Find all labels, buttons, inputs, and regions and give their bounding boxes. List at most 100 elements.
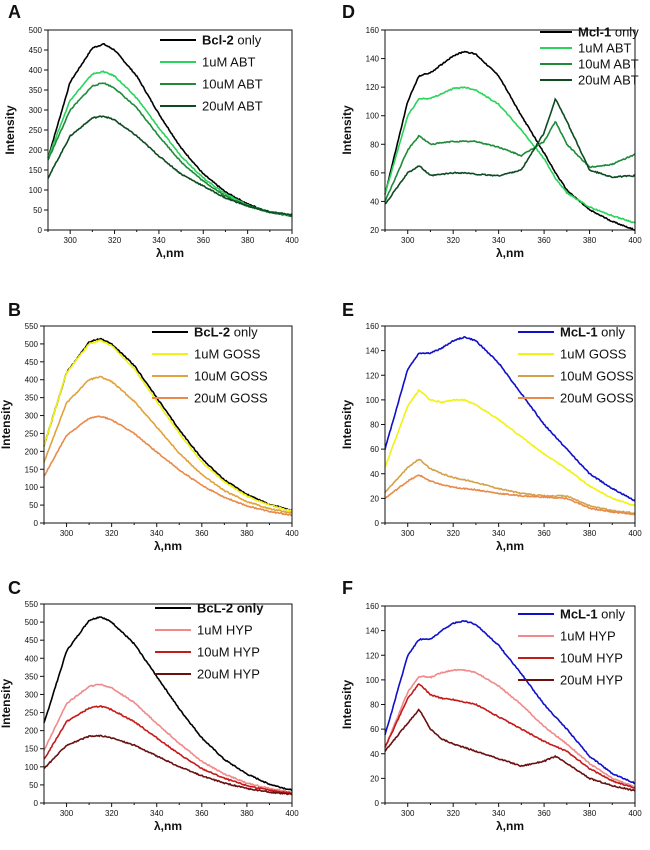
- y-tick-label: 450: [25, 636, 39, 645]
- series-line: [384, 97, 636, 205]
- series-line: [43, 734, 293, 796]
- legend-entry-rest: 10uM ABT: [578, 57, 639, 72]
- legend-entry-rest: 10uM HYP: [560, 651, 623, 666]
- x-tick-label: 400: [285, 236, 299, 245]
- legend-entry-rest: 10uM HYP: [197, 645, 260, 660]
- y-tick-label: 300: [25, 690, 39, 699]
- y-tick-label: 140: [366, 627, 380, 636]
- x-tick-label: 360: [537, 236, 551, 245]
- legend-entry: 20uM ABT: [578, 73, 639, 88]
- y-tick-label: 120: [366, 371, 380, 380]
- legend-entry-rest: 10uM GOSS: [194, 369, 268, 384]
- legend-entry: 1uM GOSS: [560, 347, 627, 362]
- panel-letter: B: [8, 300, 21, 320]
- legend-entry-rest: 20uM ABT: [578, 73, 639, 88]
- x-axis-title: λ,nm: [154, 819, 182, 833]
- legend-entry-rest: only: [598, 325, 626, 340]
- panel-c: C 300 320 340 360 380 400 0 50 100 150 200 250 300 350…: [0, 578, 299, 833]
- y-tick-label: 400: [25, 654, 39, 663]
- x-tick-label: 300: [60, 529, 74, 538]
- y-axis-title: Intensity: [340, 105, 354, 155]
- legend: BcL-2 only 1uM HYP 10uM HYP 20uM HYP: [155, 601, 264, 682]
- x-tick-label: 340: [152, 236, 166, 245]
- legend: BcL-2 only 1uM GOSS 10uM GOSS 20uM GOSS: [152, 325, 268, 406]
- legend-entry: 1uM ABT: [202, 55, 256, 70]
- legend-entry: 1uM ABT: [578, 41, 632, 56]
- y-tick-label: 120: [366, 83, 380, 92]
- y-axis-title: Intensity: [0, 679, 13, 729]
- x-tick-label: 400: [285, 529, 299, 538]
- series-line: [384, 683, 636, 789]
- x-tick-label: 320: [447, 809, 461, 818]
- y-tick-label: 50: [29, 781, 38, 790]
- legend-entry: 10uM ABT: [202, 77, 263, 92]
- x-tick-label: 400: [628, 809, 642, 818]
- series-line: [384, 458, 636, 515]
- legend-entry-bold: McL-1: [560, 607, 598, 622]
- legend-entry-rest: 10uM GOSS: [560, 369, 634, 384]
- x-tick-label: 360: [197, 236, 211, 245]
- x-axis-title: λ,nm: [154, 539, 182, 553]
- y-tick-label: 0: [34, 799, 39, 808]
- series-line: [384, 335, 636, 502]
- panel-letter: A: [8, 2, 21, 22]
- x-tick-label: 300: [401, 236, 415, 245]
- legend-entry-bold: Mcl-1: [578, 25, 611, 40]
- y-tick-label: 0: [375, 799, 380, 808]
- y-tick-label: 40: [370, 750, 379, 759]
- legend-entry: 20uM ABT: [202, 99, 263, 114]
- x-tick-label: 380: [240, 529, 254, 538]
- y-tick-label: 300: [25, 412, 39, 421]
- y-tick-label: 250: [29, 126, 43, 135]
- legend-entry: 1uM GOSS: [194, 347, 261, 362]
- series-line: [43, 705, 293, 795]
- series-line: [384, 668, 636, 788]
- series-line: [384, 620, 636, 785]
- y-tick-label: 100: [25, 483, 39, 492]
- x-tick-label: 320: [447, 529, 461, 538]
- legend-entry-rest: only: [611, 25, 639, 40]
- legend-entry-rest: 20uM HYP: [560, 673, 623, 688]
- series-line: [43, 683, 293, 794]
- legend-entry: Mcl-1 only: [578, 25, 639, 40]
- plot-frame: [384, 29, 636, 231]
- panel-letter: E: [342, 300, 354, 320]
- legend-entry-bold: McL-1: [560, 325, 598, 340]
- x-axis-title: λ,nm: [496, 539, 524, 553]
- x-tick-label: 380: [583, 236, 597, 245]
- y-tick-label: 20: [370, 774, 379, 783]
- legend-entry: 10uM GOSS: [560, 369, 634, 384]
- legend-entry-rest: 10uM ABT: [202, 77, 263, 92]
- x-tick-label: 320: [105, 809, 119, 818]
- x-axis-title: λ,nm: [496, 246, 524, 260]
- y-tick-label: 350: [25, 394, 39, 403]
- legend-entry-rest: 20uM ABT: [202, 99, 263, 114]
- legend-entry: 20uM HYP: [560, 673, 623, 688]
- y-tick-label: 450: [25, 358, 39, 367]
- y-tick-label: 200: [29, 146, 43, 155]
- y-tick-label: 400: [25, 376, 39, 385]
- y-axis-title: Intensity: [340, 400, 354, 450]
- legend-entry: Bcl-2 only: [202, 33, 262, 48]
- panel-letter: F: [342, 578, 353, 598]
- legend-entry: 20uM HYP: [197, 667, 260, 682]
- legend-entry: 10uM HYP: [560, 651, 623, 666]
- y-tick-label: 160: [366, 322, 380, 331]
- y-axis-title: Intensity: [0, 400, 13, 450]
- y-tick-label: 100: [366, 112, 380, 121]
- x-tick-label: 380: [583, 809, 597, 818]
- y-tick-label: 400: [29, 66, 43, 75]
- series-line: [384, 86, 636, 224]
- y-tick-label: 100: [366, 676, 380, 685]
- y-tick-label: 100: [29, 186, 43, 195]
- y-tick-label: 0: [38, 226, 43, 235]
- y-tick-label: 500: [25, 618, 39, 627]
- x-tick-label: 300: [401, 809, 415, 818]
- plot-frame: [43, 325, 293, 524]
- legend-entry-rest: 1uM ABT: [578, 41, 632, 56]
- x-tick-label: 320: [108, 236, 122, 245]
- x-tick-label: 320: [447, 236, 461, 245]
- y-tick-label: 20: [370, 494, 379, 503]
- legend-entry: BcL-2 only: [194, 325, 258, 340]
